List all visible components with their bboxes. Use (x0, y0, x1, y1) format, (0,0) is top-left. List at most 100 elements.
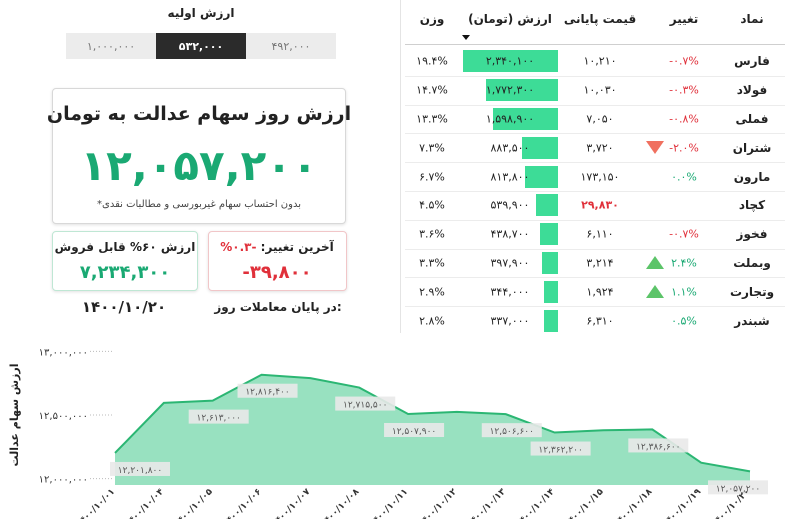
price: ۱۰,۰۳۰ (583, 83, 617, 97)
last-change-label: آخرین تغییر: (260, 240, 334, 254)
data-label: ۱۲,۳۸۶,۶۰۰ (636, 442, 680, 452)
value: ۵۳۹,۹۰۰ (490, 198, 530, 212)
weight: ۱۹.۴% (416, 54, 448, 68)
symbol: کچاد (738, 198, 766, 213)
data-label-box (481, 423, 542, 438)
price: ۳,۲۱۴ (586, 256, 614, 270)
weight: ۶.۷% (419, 170, 445, 184)
x-tick-label: ۱۴۰۰/۱۰/۱۸ (612, 487, 655, 519)
x-tick-label: ۱۴۰۰/۱۰/۱۳ (465, 487, 508, 519)
last-change-card: آخرین تغییر: -۰.۳% -۳۹,۸۰۰ (208, 231, 347, 291)
trend-arrow (646, 284, 664, 298)
row-divider (405, 248, 785, 250)
value: ۳۴۴,۰۰۰ (490, 285, 530, 299)
x-tick-label: ۱۴۰۰/۱۰/۱۴ (514, 487, 557, 519)
symbol: فملی (735, 112, 769, 126)
x-tick-label: ۱۴۰۰/۱۰/۱۲ (416, 487, 459, 519)
last-change-percent: -۰.۳% (220, 240, 257, 254)
last-change-line: آخرین تغییر: -۰.۳% (220, 240, 333, 254)
data-label-box (708, 480, 768, 495)
value-bar (544, 309, 558, 332)
weight: ۳.۶% (419, 227, 445, 241)
date-value: ۱۴۰۰/۱۰/۲۰ (81, 298, 167, 316)
row-divider (405, 75, 785, 77)
initial-value-title: ارزش اولیه (167, 6, 235, 20)
data-label: ۱۲,۲۰۱,۸۰۰ (118, 466, 162, 476)
symbol: شتران (732, 140, 772, 155)
value-bar (540, 223, 558, 246)
change: -۰.۳% (669, 83, 699, 97)
change: ۰.۵% (671, 314, 697, 328)
column-header: ارزش (تومان) (468, 12, 552, 26)
x-tick-label: ۱۴۰۰/۱۰/۰۶ (221, 487, 264, 519)
x-tick-label: ۱۴۰۰/۱۰/۱۱ (367, 487, 410, 519)
value-bar (541, 252, 558, 274)
x-tick-label: ۱۴۰۰/۱۰/۰۵ (172, 487, 215, 519)
table-frame (400, 0, 401, 333)
weight: ۲.۸% (419, 314, 445, 328)
area (115, 374, 750, 485)
data-label: ۱۲,۵۰۶,۶۰۰ (490, 427, 534, 437)
price: ۱,۹۲۴ (586, 285, 614, 299)
sort-indicator (462, 35, 470, 40)
value-bar (524, 165, 558, 188)
row-divider (405, 191, 785, 192)
row-divider (405, 306, 785, 308)
summary-card: ارزش روز سهام عدالت به تومان ۱۲,۰۵۷,۲۰۰ … (47, 88, 351, 224)
data-label: ۱۲,۸۱۶,۴۰۰ (245, 388, 289, 398)
change: ۰.۰% (671, 170, 697, 184)
data-label: ۱۲,۰۵۷,۲۰۰ (716, 484, 760, 494)
value-bar (544, 280, 558, 303)
y-tick-label: ۱۳,۰۰۰,۰۰۰ (39, 347, 88, 358)
change: -۲.۰% (669, 141, 699, 155)
option-button[interactable]: ۵۳۲,۰۰۰ (156, 33, 246, 59)
y-axis-title: ارزش سهام عدالت (8, 364, 21, 467)
option-button[interactable]: ۴۹۲,۰۰۰ (271, 39, 311, 53)
data-label: ۱۲,۵۰۷,۹۰۰ (392, 427, 436, 437)
option-button[interactable]: ۱,۰۰۰,۰۰۰ (86, 39, 136, 53)
value: ۱,۵۹۸,۹۰۰ (485, 112, 535, 126)
change: -۰.۷% (669, 227, 699, 241)
weight: ۲.۹% (419, 285, 445, 299)
sellable-card: ارزش ۶۰% قابل فروش ۷,۲۳۴,۳۰۰ (52, 231, 198, 291)
data-label-box (530, 441, 591, 456)
column-header: تغییر (669, 12, 699, 26)
x-tick-label: ۱۴۰۰/۱۰/۰۸ (319, 487, 362, 519)
price: ۱۰,۲۱۰ (583, 54, 617, 68)
weight: ۳.۳% (419, 256, 445, 270)
symbol: وتجارت (729, 284, 775, 299)
data-label-box (384, 422, 445, 437)
y-tick-label: ۱۲,۰۰۰,۰۰۰ (39, 475, 88, 486)
row-divider (405, 277, 785, 279)
change: -۰.۸% (669, 112, 699, 126)
header-divider (405, 44, 785, 45)
change: ۱.۱% (671, 285, 697, 299)
symbol: فارس (734, 54, 770, 69)
value: ۴۳۸,۷۰۰ (490, 227, 530, 241)
column-header: وزن (419, 12, 445, 26)
summary-value: ۱۲,۰۵۷,۲۰۰ (80, 141, 318, 190)
y-tick-label: ۱۲,۵۰۰,۰۰۰ (39, 411, 88, 422)
weight: ۴.۵% (419, 198, 445, 212)
value-bar (486, 79, 558, 102)
data-label: ۱۲,۳۶۲,۲۰۰ (538, 446, 582, 456)
data-label: ۱۲,۶۱۳,۰۰۰ (196, 414, 240, 424)
data-label-box (335, 396, 396, 411)
trend-arrow (646, 256, 664, 269)
x-tick-label: ۱۴۰۰/۱۰/۲۰ (709, 487, 752, 519)
symbol: مارون (733, 169, 771, 184)
change: ۲.۴% (671, 256, 697, 270)
x-tick-label: ۱۴۰۰/۱۰/۱۹ (660, 487, 703, 519)
value: ۸۱۳,۸۰۰ (490, 170, 530, 184)
row-divider (405, 162, 785, 164)
price: ۶,۱۱۰ (586, 227, 614, 241)
price: ۲۹,۸۳۰ (581, 198, 619, 212)
data-label: ۱۲,۷۱۵,۵۰۰ (343, 401, 387, 411)
column-header: قیمت پایانی (563, 12, 637, 26)
trend-arrow (646, 140, 664, 154)
data-label-box (237, 383, 298, 398)
weight: ۱۴.۷% (416, 83, 448, 97)
summary-title: ارزش روز سهام عدالت به تومان (46, 103, 352, 125)
table: نماد تغییر قیمت پایانی ارزش (تومان) وزن فارس -… (400, 0, 785, 333)
